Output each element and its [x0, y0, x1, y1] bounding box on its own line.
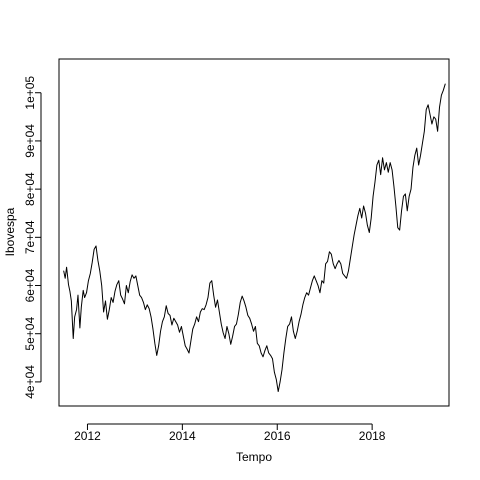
y-tick-label-6: 1e+05	[23, 76, 37, 110]
x-tick-label-3: 2018	[359, 429, 386, 443]
y-axis: 4e+04 5e+04 6e+04 7e+04 8e+04 9e+04 1e+05	[23, 76, 42, 399]
y-axis-label: Ibovespa	[3, 207, 17, 256]
y-tick-label-2: 6e+04	[23, 268, 37, 302]
series-line-0	[63, 83, 446, 393]
y-tick-label-4: 8e+04	[23, 172, 37, 206]
x-tick-label-1: 2014	[169, 429, 196, 443]
x-axis: 2012 2014 2016 2018	[74, 423, 386, 443]
x-axis-label: Tempo	[236, 450, 272, 464]
y-tick-label-1: 5e+04	[23, 317, 37, 351]
series-layer	[63, 83, 446, 393]
y-tick-label-5: 9e+04	[23, 124, 37, 158]
y-tick-label-0: 4e+04	[23, 365, 37, 399]
x-tick-label-2: 2016	[264, 429, 291, 443]
x-tick-label-0: 2012	[74, 429, 101, 443]
y-tick-label-3: 7e+04	[23, 220, 37, 254]
plot-area	[58, 58, 450, 407]
